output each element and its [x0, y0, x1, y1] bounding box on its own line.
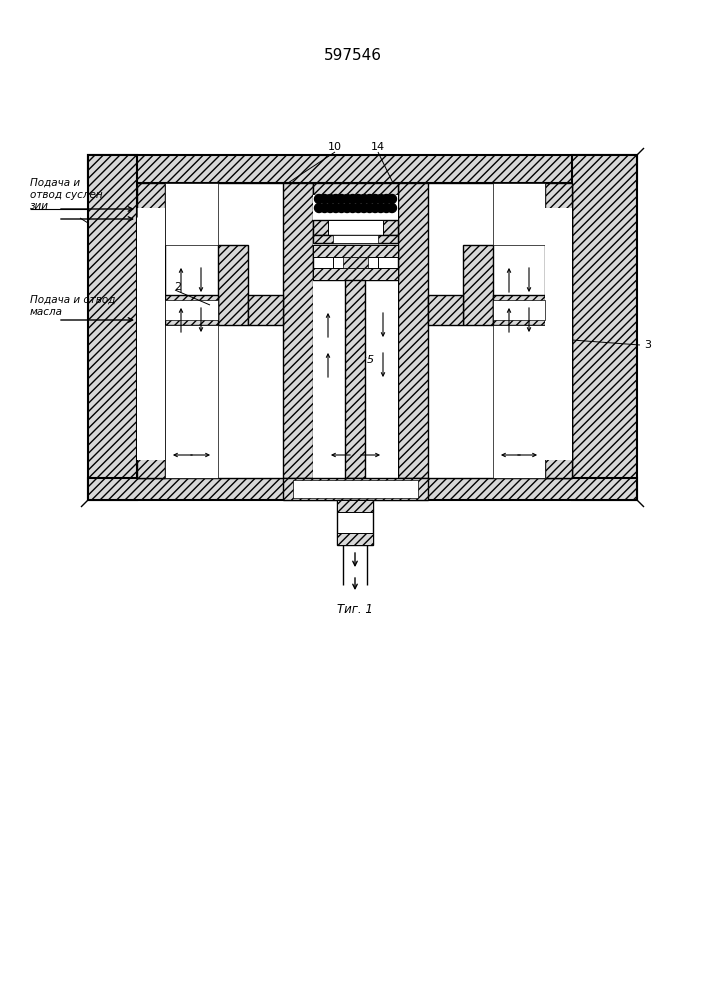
Circle shape	[320, 194, 329, 204]
Circle shape	[337, 204, 346, 213]
Text: Подача и
отвод суслен
зии: Подача и отвод суслен зии	[30, 178, 103, 211]
Circle shape	[376, 194, 385, 204]
Bar	[88, 155, 637, 183]
Text: Подача и отвод
масла: Подача и отвод масла	[30, 295, 115, 317]
Bar	[293, 480, 418, 498]
Circle shape	[370, 194, 380, 204]
Bar	[428, 295, 463, 325]
Circle shape	[348, 204, 357, 213]
Circle shape	[320, 204, 329, 213]
Circle shape	[337, 194, 346, 204]
Bar	[165, 295, 218, 325]
Circle shape	[315, 204, 324, 213]
Bar	[165, 325, 218, 478]
Bar	[337, 500, 373, 545]
Circle shape	[343, 194, 351, 204]
Bar	[337, 500, 373, 512]
Bar	[165, 183, 218, 245]
Bar	[328, 220, 383, 235]
Bar	[313, 245, 398, 280]
Circle shape	[359, 194, 368, 204]
Bar	[313, 195, 398, 478]
Text: 3: 3	[645, 340, 651, 350]
Bar	[398, 183, 428, 478]
Circle shape	[326, 204, 334, 213]
Bar	[137, 183, 165, 478]
Bar	[493, 183, 545, 245]
Circle shape	[387, 204, 397, 213]
Circle shape	[382, 204, 391, 213]
Bar	[313, 235, 398, 243]
Text: 14: 14	[371, 142, 385, 152]
Bar	[572, 155, 637, 500]
Bar	[545, 208, 572, 460]
Circle shape	[387, 194, 397, 204]
Circle shape	[370, 204, 380, 213]
Circle shape	[382, 194, 391, 204]
Bar	[313, 268, 398, 280]
Bar	[493, 325, 545, 478]
Bar	[463, 245, 493, 325]
Bar	[345, 280, 365, 478]
Bar	[343, 257, 368, 268]
Circle shape	[332, 194, 340, 204]
Bar	[493, 295, 545, 325]
Circle shape	[343, 204, 351, 213]
Bar	[88, 155, 137, 500]
Circle shape	[332, 204, 340, 213]
Bar	[218, 245, 248, 325]
Bar	[333, 257, 378, 268]
Bar	[337, 533, 373, 545]
Bar	[493, 300, 545, 320]
Circle shape	[326, 194, 334, 204]
Circle shape	[354, 204, 363, 213]
Text: 5: 5	[366, 355, 373, 365]
Circle shape	[376, 204, 385, 213]
Bar	[283, 478, 428, 500]
Circle shape	[348, 194, 357, 204]
Bar	[248, 295, 283, 325]
Circle shape	[365, 194, 374, 204]
Bar	[137, 183, 572, 478]
Text: 597546: 597546	[324, 47, 382, 62]
Text: 2: 2	[175, 282, 182, 292]
Bar	[137, 208, 165, 460]
Circle shape	[354, 194, 363, 204]
Bar	[283, 183, 313, 478]
Bar	[165, 300, 218, 320]
Bar	[313, 220, 398, 235]
Circle shape	[315, 194, 324, 204]
Circle shape	[359, 204, 368, 213]
Text: Τиг. 1: Τиг. 1	[337, 603, 373, 616]
Bar	[88, 478, 637, 500]
Bar	[313, 183, 398, 195]
Circle shape	[365, 204, 374, 213]
Bar	[313, 245, 398, 257]
Text: 10: 10	[328, 142, 342, 152]
Bar	[545, 183, 572, 478]
Bar	[333, 235, 378, 243]
